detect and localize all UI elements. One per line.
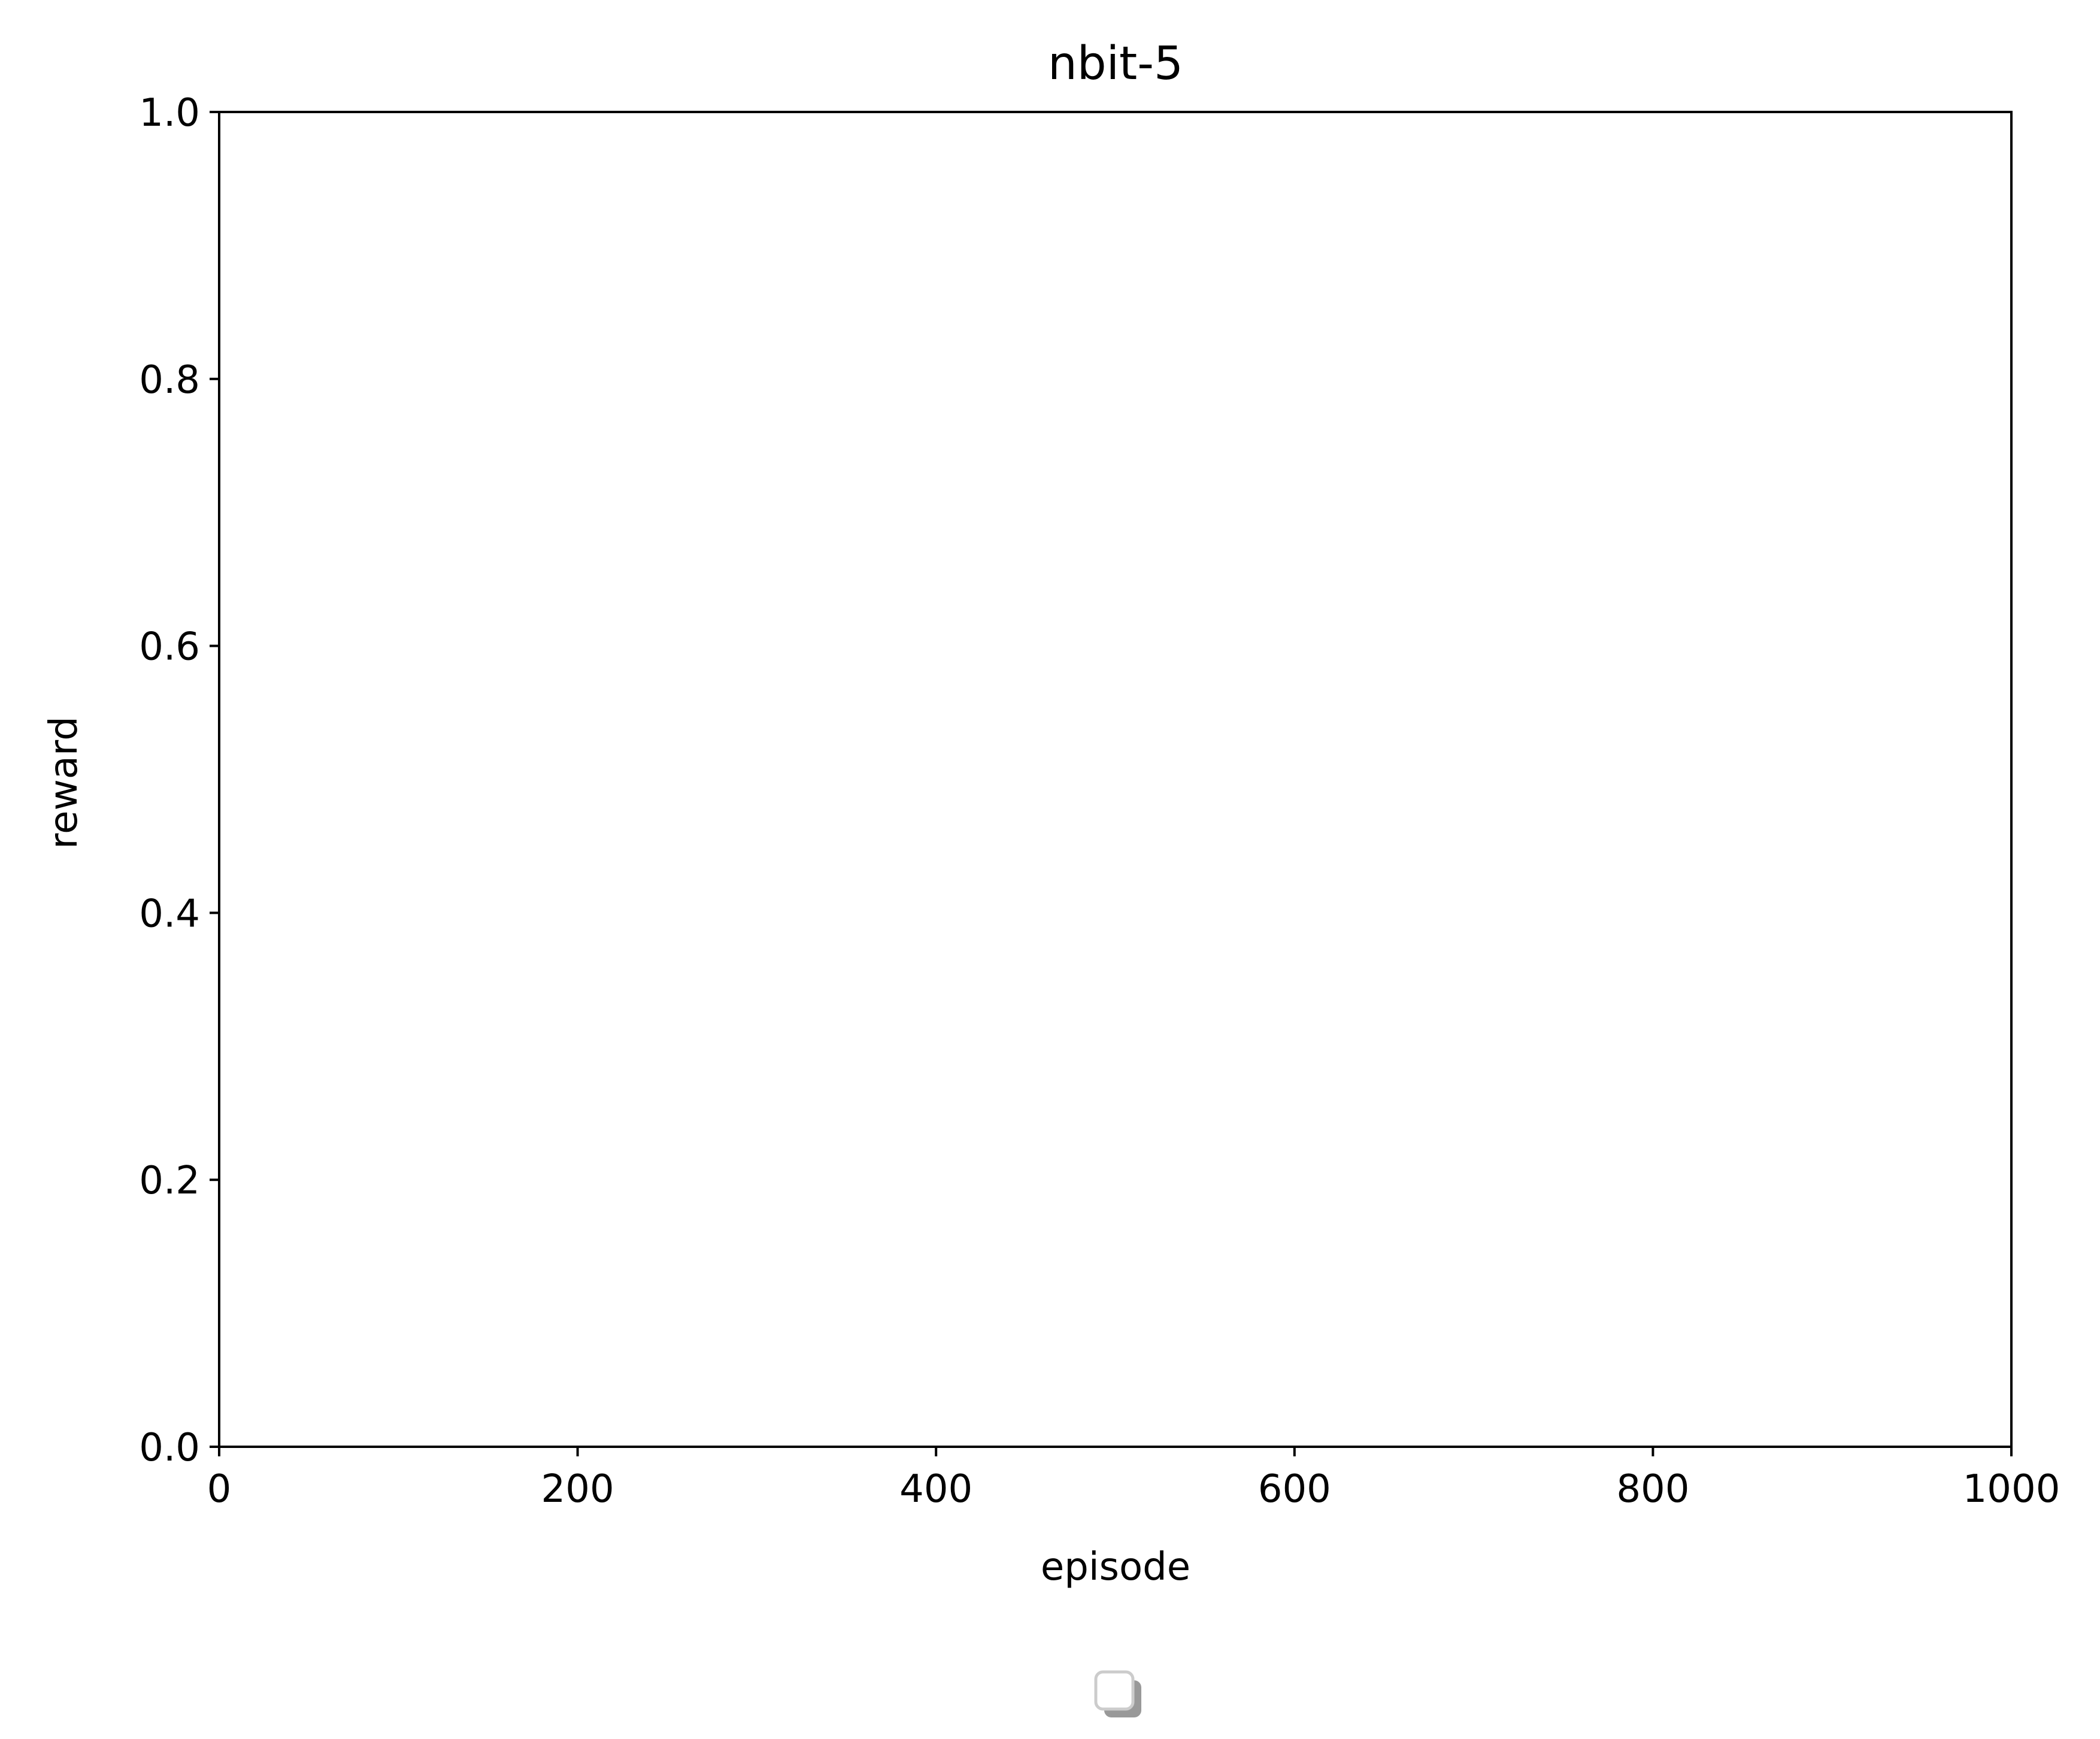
x-axis-ticks: 0 200 400 600 800 1000 xyxy=(207,1447,2060,1511)
axes-frame xyxy=(218,111,2013,1448)
chart-title: nbit-5 xyxy=(1048,37,1183,90)
plot-area xyxy=(218,111,2013,1448)
x-axis-label: episode xyxy=(1041,1545,1190,1589)
x-tick-label: 400 xyxy=(899,1467,972,1511)
y-axis-label: reward xyxy=(42,716,86,849)
legend xyxy=(1094,1670,1141,1717)
x-tick-label: 800 xyxy=(1616,1467,1689,1511)
y-tick-label: 0.4 xyxy=(139,892,200,936)
legend-box xyxy=(1094,1670,1135,1711)
y-tick-label: 0.2 xyxy=(139,1159,200,1203)
y-axis-ticks: 0.0 0.2 0.4 0.6 0.8 1.0 xyxy=(139,91,219,1470)
x-tick-label: 0 xyxy=(207,1467,232,1511)
x-tick-label: 1000 xyxy=(1963,1467,2060,1511)
y-tick-label: 0.0 xyxy=(139,1426,200,1470)
y-tick-label: 1.0 xyxy=(139,91,200,135)
x-tick-label: 600 xyxy=(1258,1467,1331,1511)
x-tick-label: 200 xyxy=(541,1467,614,1511)
y-tick-label: 0.6 xyxy=(139,625,200,669)
y-tick-label: 0.8 xyxy=(139,358,200,402)
